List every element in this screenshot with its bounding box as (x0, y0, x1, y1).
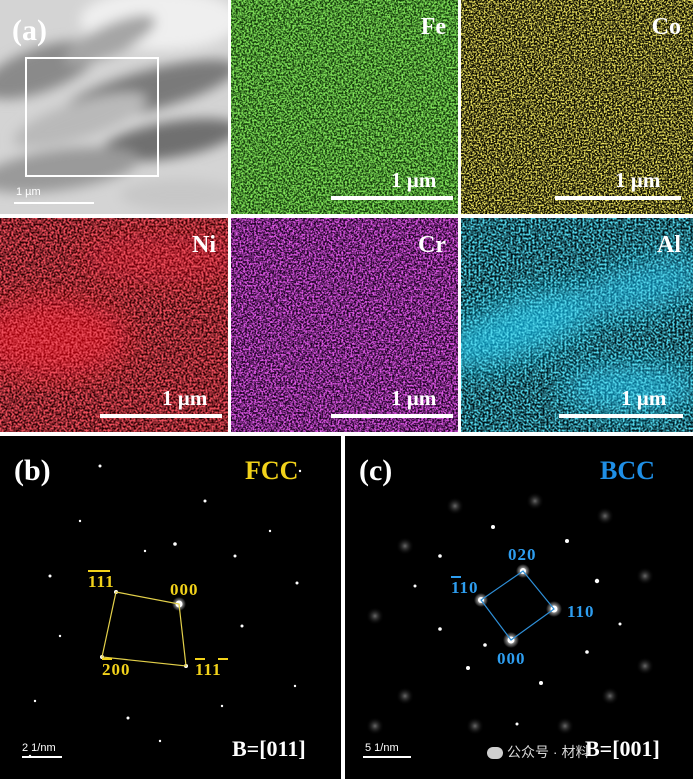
cr-map-panel: Cr 1 µm (231, 218, 458, 432)
bcc-spot-020: 020 (508, 545, 537, 564)
fcc-spot-111bar: 111 (88, 572, 115, 591)
al-map-panel: Al 1 µm (461, 218, 693, 432)
al-scalebar-text: 1 µm (621, 386, 667, 410)
fe-map (231, 0, 458, 214)
bcc-spot-110: 110 (567, 602, 595, 621)
co-map (461, 0, 693, 214)
fcc-scalebar (22, 756, 62, 758)
bcc-pattern (366, 492, 654, 735)
co-scalebar-text: 1 µm (615, 168, 661, 192)
fcc-diffraction-panel: (b) FCC 000 111 200 111 B=[011] 2 1/nm (0, 436, 341, 779)
wechat-icon (487, 747, 503, 760)
tem-micrograph (0, 0, 228, 214)
fcc-pattern (28, 464, 302, 758)
co-label: Co (651, 14, 681, 40)
fcc-spot-000: 000 (170, 580, 199, 599)
co-scalebar (555, 196, 681, 200)
ni-map (0, 218, 228, 432)
bcc-spot-000: 000 (497, 649, 526, 668)
fcc-spot-200bar: 200 (102, 660, 131, 679)
ni-scalebar (100, 414, 222, 418)
fe-map-panel: Fe 1 µm (231, 0, 458, 214)
watermark-text: 公众号 · 材料 (507, 744, 590, 760)
fcc-scalebar-text: 2 1/nm (22, 742, 56, 754)
watermark: 公众号 · 材料 (487, 742, 589, 762)
al-map (461, 218, 693, 432)
al-label: Al (657, 232, 681, 258)
cr-scalebar (331, 414, 453, 418)
bcc-spot-110bar: 110 (451, 578, 479, 597)
co-map-panel: Co 1 µm (461, 0, 693, 214)
panel-c-label: (c) (359, 454, 393, 487)
bcc-overbar (451, 576, 461, 578)
fcc-unit-cell (101, 591, 187, 667)
bcc-diffraction-panel: (c) BCC 020 110 110 000 B=[001] 5 1/nm 公… (345, 436, 693, 779)
cr-scalebar-text: 1 µm (391, 386, 437, 410)
fe-scalebar (331, 196, 453, 200)
fcc-overbar-1 (88, 570, 110, 572)
fe-scalebar-text: 1 µm (391, 168, 437, 192)
al-scalebar (559, 414, 683, 418)
bcc-scalebar-text: 5 1/nm (365, 742, 399, 754)
fcc-overbar-2 (102, 658, 112, 660)
panel-b-label: (b) (14, 454, 51, 487)
fcc-phase-label: FCC (245, 456, 299, 485)
fcc-overbar-4 (218, 658, 228, 660)
bcc-zone-axis: B=[001] (585, 736, 660, 761)
fcc-spot-111bar2: 111 (195, 660, 222, 679)
bcc-unit-cell (480, 570, 555, 641)
fe-label: Fe (420, 14, 446, 40)
tem-scalebar-text: 1 µm (16, 186, 41, 198)
tem-scalebar (14, 202, 94, 204)
fcc-overbar-3 (195, 658, 205, 660)
tem-image-panel: (a) 1 µm (0, 0, 228, 214)
roi-box (25, 57, 159, 177)
ni-label: Ni (192, 232, 216, 258)
fcc-zone-axis: B=[011] (232, 736, 306, 761)
bcc-phase-label: BCC (600, 456, 655, 485)
bcc-scalebar (363, 756, 411, 758)
ni-scalebar-text: 1 µm (162, 386, 208, 410)
cr-map (231, 218, 458, 432)
cr-label: Cr (418, 232, 446, 258)
ni-map-panel: Ni 1 µm (0, 218, 228, 432)
panel-a-label: (a) (12, 14, 47, 47)
